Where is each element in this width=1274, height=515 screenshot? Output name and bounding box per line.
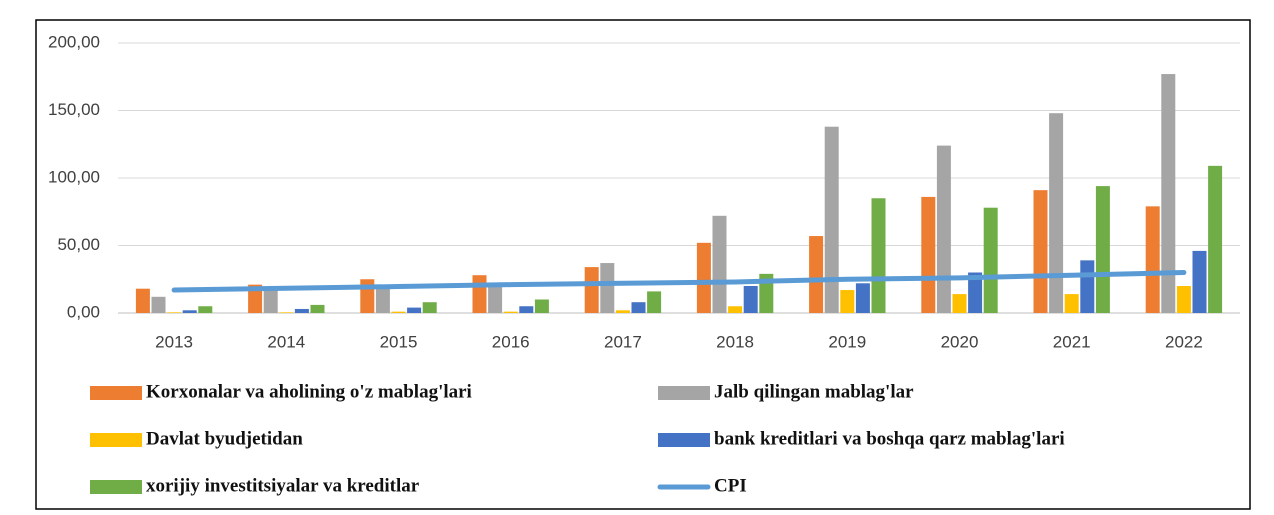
- bar: [615, 310, 630, 313]
- x-tick-label: 2013: [155, 332, 193, 351]
- legend-swatch: [90, 433, 142, 447]
- bar: [1145, 206, 1160, 313]
- bar: [167, 312, 182, 313]
- bar: [855, 283, 870, 313]
- bar: [1049, 113, 1064, 313]
- x-tick-label: 2022: [1165, 332, 1203, 351]
- bar: [871, 198, 886, 313]
- bar: [921, 196, 936, 313]
- bar: [294, 308, 309, 313]
- bar: [135, 288, 150, 313]
- bar: [983, 207, 998, 313]
- bar: [151, 296, 166, 313]
- y-tick-label: 0,00: [67, 302, 100, 321]
- bar: [534, 299, 549, 313]
- bar: [263, 290, 278, 313]
- y-tick-label: 200,00: [48, 32, 100, 51]
- bar: [1208, 165, 1223, 313]
- bar: [809, 236, 824, 313]
- x-tick-label: 2019: [828, 332, 866, 351]
- legend-label: Jalb qilingan mablag'lar: [714, 381, 914, 402]
- bar: [310, 304, 325, 313]
- legend-label: Korxonalar va aholining o'z mablag'lari: [146, 381, 472, 402]
- chart-frame: [35, 19, 1251, 510]
- legend-swatch: [658, 386, 710, 400]
- bar: [584, 267, 599, 313]
- legend-label: bank kreditlari va boshqa qarz mablag'la…: [714, 428, 1065, 449]
- bar: [712, 215, 727, 313]
- line: [171, 270, 1187, 293]
- bar: [840, 290, 855, 313]
- bar: [422, 302, 437, 313]
- y-tick-label: 150,00: [48, 100, 100, 119]
- bar: [824, 126, 839, 313]
- legend-label: xorijiy investitsiyalar va kreditlar: [146, 475, 420, 496]
- bar: [1064, 294, 1079, 313]
- bar: [182, 310, 197, 313]
- bar: [728, 306, 743, 313]
- legend-swatch: [90, 386, 142, 400]
- bar: [375, 287, 390, 313]
- x-tick-label: 2017: [604, 332, 642, 351]
- x-tick-label: 2021: [1053, 332, 1091, 351]
- bar: [391, 311, 406, 313]
- bar: [647, 291, 662, 313]
- bar: [407, 307, 422, 313]
- bar: [968, 272, 983, 313]
- bar: [503, 311, 518, 313]
- x-tick-label: 2015: [380, 332, 418, 351]
- y-tick-label: 100,00: [48, 167, 100, 186]
- bar: [1161, 74, 1176, 313]
- legend-swatch: [90, 480, 142, 494]
- x-tick-label: 2018: [716, 332, 754, 351]
- bar: [198, 306, 213, 313]
- legend-swatch: [658, 433, 710, 447]
- bar: [743, 286, 758, 313]
- bar: [248, 284, 263, 313]
- bar: [360, 279, 375, 313]
- bar: [519, 306, 534, 313]
- x-tick-label: 2014: [267, 332, 305, 351]
- bar: [936, 145, 951, 313]
- x-tick-label: 2020: [941, 332, 979, 351]
- bar: [279, 312, 294, 313]
- bar: [1176, 286, 1191, 313]
- legend-label: Davlat byudjetidan: [146, 428, 303, 449]
- bar: [600, 263, 615, 313]
- bar: [631, 302, 646, 313]
- legend-label: CPI: [714, 475, 747, 496]
- bar: [952, 294, 967, 313]
- bar: [1080, 260, 1095, 313]
- bar: [472, 275, 487, 313]
- bar: [1095, 186, 1110, 313]
- y-tick-label: 50,00: [57, 235, 100, 254]
- x-tick-label: 2016: [492, 332, 530, 351]
- bar: [488, 286, 503, 313]
- bar: [1033, 190, 1048, 313]
- bar: [696, 242, 711, 313]
- bar: [1192, 250, 1207, 313]
